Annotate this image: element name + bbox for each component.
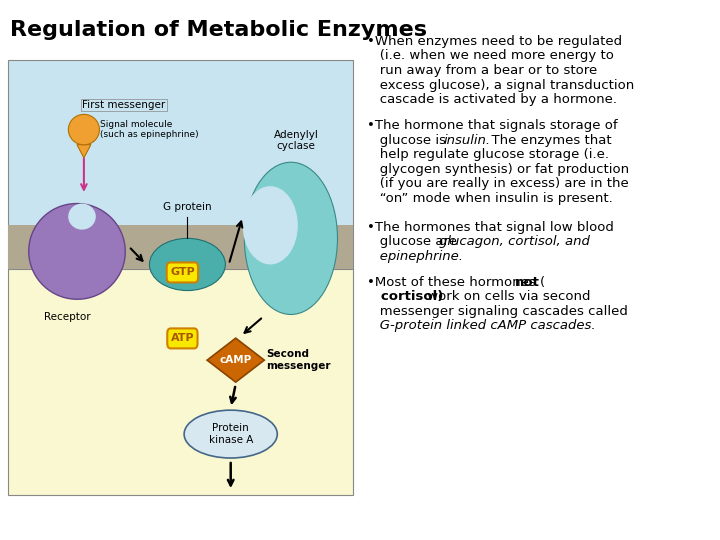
Text: ATP: ATP [171, 333, 194, 343]
Text: messenger signaling cascades called: messenger signaling cascades called [367, 305, 628, 318]
Polygon shape [8, 60, 353, 269]
Text: “on” mode when insulin is present.: “on” mode when insulin is present. [367, 192, 613, 205]
Ellipse shape [68, 114, 99, 145]
Text: •The hormone that signals storage of: •The hormone that signals storage of [367, 119, 618, 132]
Text: epinephrine.: epinephrine. [367, 249, 463, 262]
Text: Second
messenger: Second messenger [266, 349, 331, 371]
Polygon shape [8, 269, 353, 495]
Text: excess glucose), a signal transduction: excess glucose), a signal transduction [367, 78, 634, 91]
Text: cAMP: cAMP [220, 355, 252, 365]
Text: Adenylyl
cyclase: Adenylyl cyclase [274, 130, 318, 151]
Text: run away from a bear or to store: run away from a bear or to store [367, 64, 598, 77]
Polygon shape [77, 145, 91, 158]
Ellipse shape [29, 204, 125, 299]
Text: G-protein linked cAMP cascades.: G-protein linked cAMP cascades. [367, 319, 595, 332]
Text: GTP: GTP [170, 267, 195, 278]
Ellipse shape [184, 410, 277, 458]
Text: •The hormones that signal low blood: •The hormones that signal low blood [367, 221, 614, 234]
Ellipse shape [68, 204, 96, 230]
Text: not: not [515, 276, 540, 289]
Text: glycogen synthesis) or fat production: glycogen synthesis) or fat production [367, 163, 629, 176]
Text: G protein: G protein [163, 202, 212, 212]
Text: glucagon, cortisol, and: glucagon, cortisol, and [439, 235, 590, 248]
Text: insulin.: insulin. [444, 133, 491, 146]
Text: cortisol): cortisol) [367, 290, 444, 303]
Text: Receptor: Receptor [44, 312, 90, 322]
Text: •When enzymes need to be regulated: •When enzymes need to be regulated [367, 35, 622, 48]
Text: Signal molecule
(such as epinephrine): Signal molecule (such as epinephrine) [100, 120, 199, 139]
Text: glucose are: glucose are [367, 235, 462, 248]
Text: •Most of these hormones (: •Most of these hormones ( [367, 276, 545, 289]
Polygon shape [207, 338, 264, 382]
Text: help regulate glucose storage (i.e.: help regulate glucose storage (i.e. [367, 148, 609, 161]
Text: Protein
kinase A: Protein kinase A [209, 423, 253, 445]
Polygon shape [8, 225, 353, 269]
Text: work on cells via second: work on cells via second [423, 290, 590, 303]
Text: (i.e. when we need more energy to: (i.e. when we need more energy to [367, 50, 614, 63]
Text: glucose is: glucose is [367, 133, 450, 146]
Text: Regulation of Metabolic Enzymes: Regulation of Metabolic Enzymes [10, 20, 427, 40]
Text: cascade is activated by a hormone.: cascade is activated by a hormone. [367, 93, 617, 106]
Ellipse shape [244, 162, 338, 314]
Text: (if you are really in excess) are in the: (if you are really in excess) are in the [367, 177, 629, 190]
Ellipse shape [243, 186, 298, 265]
Text: First messenger: First messenger [82, 100, 165, 110]
Text: The enzymes that: The enzymes that [483, 133, 611, 146]
Ellipse shape [150, 238, 225, 291]
